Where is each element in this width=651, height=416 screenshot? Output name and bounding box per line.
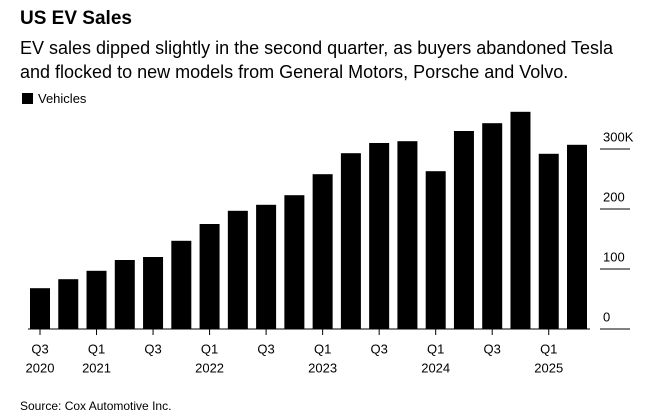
bar (284, 195, 305, 329)
y-tick-label: 200 (603, 189, 625, 204)
bar (397, 141, 418, 329)
bar (312, 174, 333, 329)
y-tick-label: 0 (603, 309, 610, 324)
x-year-label: 2022 (195, 360, 224, 375)
legend: Vehicles (22, 91, 86, 106)
y-tick-label: 300K (603, 129, 634, 144)
x-year-label: 2020 (26, 360, 55, 375)
chart-title: US EV Sales (20, 8, 132, 29)
x-tick-label: Q1 (201, 341, 218, 356)
x-year-label: 2024 (421, 360, 450, 375)
legend-label: Vehicles (38, 91, 87, 106)
bar (171, 240, 192, 329)
x-tick-label: Q1 (88, 341, 105, 356)
chart-subtitle: EV sales dipped slightly in the second q… (20, 38, 614, 82)
x-tick-label: Q3 (144, 341, 161, 356)
x-tick-label: Q3 (484, 341, 501, 356)
x-year-label: 2025 (534, 360, 563, 375)
x-tick-label: Q3 (370, 341, 387, 356)
bar (453, 131, 474, 329)
x-tick-label: Q3 (257, 341, 274, 356)
bar (114, 260, 135, 329)
bar (538, 153, 559, 329)
bar (256, 204, 277, 329)
x-year-label: 2021 (82, 360, 111, 375)
bar (510, 111, 531, 329)
legend-swatch (22, 93, 33, 104)
source-note: Source: Cox Automotive Inc. (20, 399, 172, 413)
bar (199, 224, 220, 329)
y-tick-label: 100 (603, 249, 625, 264)
x-tick-label: Q1 (314, 341, 331, 356)
bar (482, 123, 503, 329)
bar (369, 143, 390, 329)
bar (425, 171, 446, 329)
bar (227, 210, 248, 329)
x-tick-label: Q1 (540, 341, 557, 356)
x-year-label: 2023 (308, 360, 337, 375)
bar (340, 153, 361, 329)
x-tick-label: Q1 (427, 341, 444, 356)
bar (86, 270, 107, 329)
bar (567, 144, 587, 329)
bar (143, 257, 164, 329)
bar (30, 288, 50, 329)
bar (58, 279, 79, 329)
x-tick-label: Q3 (31, 341, 48, 356)
